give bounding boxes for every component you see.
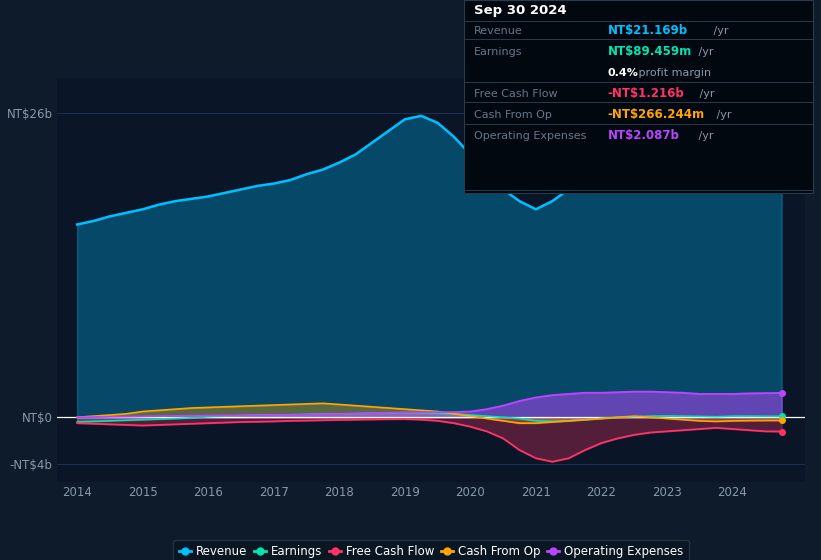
Text: /yr: /yr bbox=[695, 132, 714, 142]
Text: NT$89.459m: NT$89.459m bbox=[608, 45, 692, 58]
Text: Free Cash Flow: Free Cash Flow bbox=[474, 89, 557, 99]
Text: Operating Expenses: Operating Expenses bbox=[474, 132, 586, 142]
Text: /yr: /yr bbox=[695, 47, 714, 57]
Text: Revenue: Revenue bbox=[474, 26, 522, 36]
Text: NT$21.169b: NT$21.169b bbox=[608, 24, 688, 36]
Text: 0.4%: 0.4% bbox=[608, 68, 639, 78]
Text: Cash From Op: Cash From Op bbox=[474, 110, 552, 120]
Text: /yr: /yr bbox=[710, 26, 729, 36]
Text: profit margin: profit margin bbox=[635, 68, 711, 78]
Text: Sep 30 2024: Sep 30 2024 bbox=[474, 4, 566, 17]
Text: NT$2.087b: NT$2.087b bbox=[608, 129, 680, 142]
Text: /yr: /yr bbox=[696, 89, 715, 99]
Text: /yr: /yr bbox=[713, 110, 732, 120]
Text: -NT$1.216b: -NT$1.216b bbox=[608, 87, 684, 100]
Legend: Revenue, Earnings, Free Cash Flow, Cash From Op, Operating Expenses: Revenue, Earnings, Free Cash Flow, Cash … bbox=[173, 540, 689, 560]
Text: Earnings: Earnings bbox=[474, 47, 522, 57]
Text: -NT$266.244m: -NT$266.244m bbox=[608, 108, 704, 121]
